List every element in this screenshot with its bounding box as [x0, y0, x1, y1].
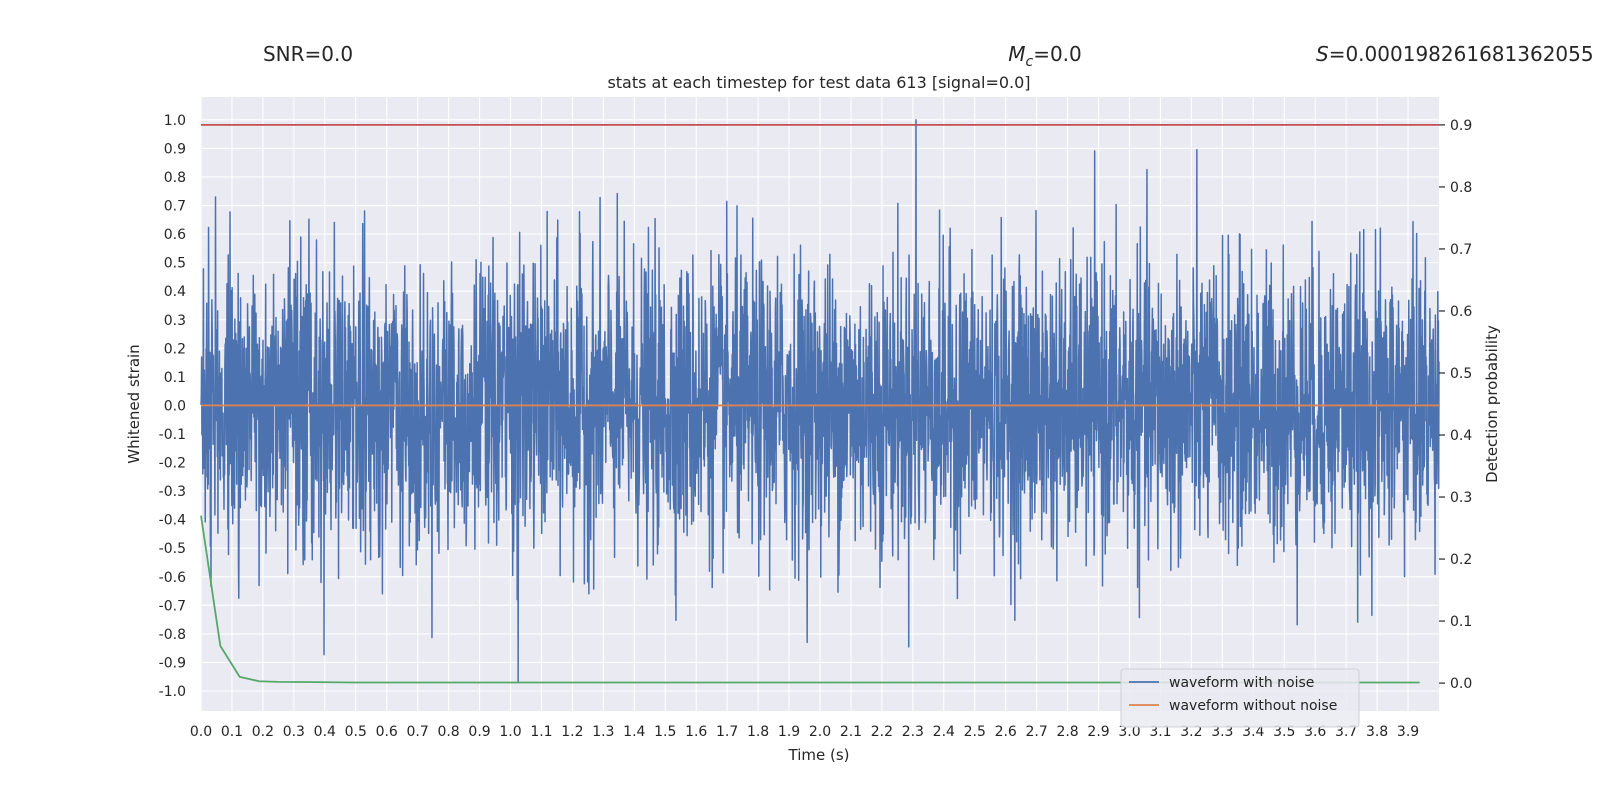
y-tick-label: -0.6 — [159, 570, 186, 586]
y-tick-label: 0.1 — [164, 370, 186, 386]
y-tick-label: 0.4 — [164, 284, 186, 300]
x-tick-label: 0.2 — [252, 724, 274, 740]
s-stat-label: S=0.000198261681362055 — [1316, 42, 1594, 66]
y2-tick-label: 0.3 — [1450, 490, 1472, 506]
x-tick-label: 0.8 — [437, 724, 459, 740]
x-tick-label: 3.1 — [1149, 724, 1171, 740]
x-tick-label: 1.4 — [623, 724, 645, 740]
y-tick-label: 0.6 — [164, 227, 186, 243]
x-tick-label: 0.7 — [407, 724, 429, 740]
y-tick-label: 1.0 — [164, 113, 186, 129]
y2-tick-label: 0.8 — [1450, 180, 1472, 196]
y-axis-label: Whitened strain — [125, 344, 143, 463]
y-tick-label: 0.9 — [164, 141, 186, 157]
y2-tick-label: 0.1 — [1450, 614, 1472, 630]
legend-box — [1120, 668, 1360, 728]
x-tick-label: 2.3 — [902, 724, 924, 740]
x-tick-label: 3.3 — [1211, 724, 1233, 740]
chirp-mass-label: Mc=0.0 — [1008, 42, 1082, 70]
series-line-with-noise — [200, 119, 1440, 684]
x-tick-label: 1.7 — [716, 724, 738, 740]
x-tick-label: 3.7 — [1335, 724, 1357, 740]
x-tick-label: 0.3 — [283, 724, 305, 740]
chart-title: stats at each timestep for test data 613… — [607, 73, 1030, 92]
x-tick-label: 1.1 — [530, 724, 552, 740]
x-tick-label: 0.5 — [345, 724, 367, 740]
y-tick-label: 0.8 — [164, 170, 186, 186]
x-tick-label: 0.0 — [190, 724, 212, 740]
x-tick-label: 2.2 — [871, 724, 893, 740]
y-tick-label: -0.9 — [159, 655, 186, 671]
y2-axis-label: Detection probability — [1483, 325, 1501, 483]
y2-tick-label: 0.7 — [1450, 242, 1472, 258]
y-tick-label: 0.0 — [164, 398, 186, 414]
x-tick-label: 1.6 — [685, 724, 707, 740]
y2-tick-label: 0.5 — [1450, 366, 1472, 382]
y-tick-label: -1.0 — [159, 684, 186, 700]
y-tick-label: -0.5 — [159, 541, 186, 557]
x-tick-label: 1.2 — [561, 724, 583, 740]
x-tick-label: 2.6 — [995, 724, 1017, 740]
y-tick-label: -0.7 — [159, 598, 186, 614]
x-tick-label: 3.0 — [1118, 724, 1140, 740]
x-tick-label: 2.9 — [1087, 724, 1109, 740]
x-tick-label: 2.8 — [1056, 724, 1078, 740]
y-tick-label: 0.5 — [164, 256, 186, 272]
y2-tick-labels: 0.9 0.8 0.7 0.6 0.5 0.4 0.3 0.2 0.1 0.0 — [1439, 118, 1472, 692]
legend: waveform with noise waveform without nois… — [1120, 668, 1360, 728]
legend-label: waveform with noise — [1169, 675, 1314, 691]
x-tick-label: 0.4 — [314, 724, 336, 740]
y-tick-label: 0.3 — [164, 313, 186, 329]
y-tick-label: -0.4 — [159, 513, 186, 529]
y2-tick-label: 0.0 — [1450, 676, 1472, 692]
series-layer — [200, 119, 1440, 684]
x-axis-label: Time (s) — [788, 746, 850, 764]
y-tick-label: -0.1 — [159, 427, 186, 443]
snr-label: SNR=0.0 — [263, 42, 353, 66]
y-tick-label: -0.2 — [159, 456, 186, 472]
x-tick-label: 1.0 — [499, 724, 521, 740]
x-tick-label: 2.7 — [1026, 724, 1048, 740]
y-tick-label: -0.3 — [159, 484, 186, 500]
x-tick-label: 2.4 — [933, 724, 955, 740]
s-stat-value: =0.000198261681362055 — [1329, 42, 1594, 66]
x-tick-label: 3.6 — [1304, 724, 1326, 740]
x-tick-label: 1.3 — [592, 724, 614, 740]
x-tick-label: 2.0 — [809, 724, 831, 740]
y-tick-label: 0.2 — [164, 341, 186, 357]
x-tick-label: 3.5 — [1273, 724, 1295, 740]
x-tick-label: 0.1 — [221, 724, 243, 740]
x-tick-label: 1.9 — [778, 724, 800, 740]
probability-line-2 — [200, 515, 1420, 684]
chirp-mass-subscript: c — [1025, 54, 1033, 70]
x-tick-label: 3.4 — [1242, 724, 1264, 740]
x-tick-label: 3.8 — [1366, 724, 1388, 740]
x-tick-labels: 0.0 0.1 0.2 0.3 0.4 0.5 0.6 0.7 0.8 0.9 1.0 1.1 1.2 1… — [190, 724, 1419, 740]
legend-label: waveform without noise — [1169, 698, 1337, 714]
y-tick-label: 0.7 — [164, 199, 186, 215]
x-tick-label: 2.1 — [840, 724, 862, 740]
y2-tick-label: 0.2 — [1450, 552, 1472, 568]
x-tick-label: 3.2 — [1180, 724, 1202, 740]
y-tick-label: -0.8 — [159, 627, 186, 643]
y2-tick-label: 0.4 — [1450, 428, 1472, 444]
x-tick-label: 1.5 — [654, 724, 676, 740]
x-tick-label: 2.5 — [964, 724, 986, 740]
chirp-mass-symbol: M — [1008, 42, 1025, 66]
y2-tick-label: 0.9 — [1450, 118, 1472, 134]
y-tick-labels: 1.0 0.9 0.8 0.7 0.6 0.5 0.4 0.3 0.2 0.1 0.0 -0.1 -0.… — [159, 113, 186, 700]
x-tick-label: 0.6 — [376, 724, 398, 740]
chirp-mass-value: =0.0 — [1033, 42, 1082, 66]
x-tick-label: 3.9 — [1397, 724, 1419, 740]
y2-tick-label: 0.6 — [1450, 304, 1472, 320]
s-stat-symbol: S — [1316, 42, 1329, 66]
x-tick-label: 0.9 — [468, 724, 490, 740]
x-tick-label: 1.8 — [747, 724, 769, 740]
